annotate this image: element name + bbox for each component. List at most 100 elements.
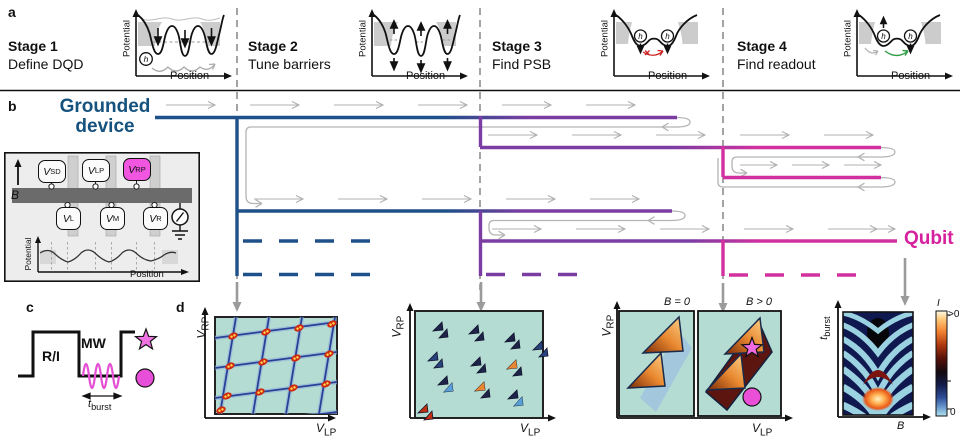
ground-state-circle-icon [742, 387, 762, 407]
excited-state-star-icon [740, 335, 764, 358]
stage4-title: Stage 4 [737, 38, 787, 54]
d1-y-axis-label: VRP [194, 316, 212, 339]
stage3-y-axis-label: Potential [599, 20, 611, 57]
load-arrow [864, 47, 879, 56]
gate-vlp-sub: LP [94, 165, 105, 175]
pulse-waveform [18, 330, 135, 378]
grounded-device-line1: Grounded [59, 96, 151, 117]
panel-a-label: a [8, 4, 16, 20]
hole-marker [660, 29, 675, 43]
stage1-subtitle: Define DQD [8, 55, 84, 72]
blocked-tunnel-arrow [642, 49, 664, 56]
gate-vsd-base: V [43, 165, 51, 178]
spin-arrows [636, 43, 672, 55]
triple-point-spots [216, 320, 337, 414]
rabi-chevron-plot [834, 300, 951, 421]
gate-vm-base: V [105, 212, 113, 225]
gate-vsd: V SD [38, 160, 66, 183]
magnetic-field-label: B [11, 188, 20, 202]
hole-marker [139, 52, 153, 66]
stage4-potential-diagram: h h [853, 9, 953, 80]
stage1-header: Stage 1 Define DQD [8, 38, 83, 73]
grounded-device-label: Grounded device [55, 97, 155, 137]
svg-text:h: h [881, 32, 886, 41]
svg-text:h: h [908, 32, 913, 41]
stage4-header: Stage 4 Find readout [737, 38, 816, 73]
field-arrow [14, 159, 22, 185]
b-positive-panel-content [704, 316, 773, 412]
stage3-header: Stage 3 Find PSB [492, 38, 551, 73]
gate-vrp-highlighted: V RP [123, 158, 151, 181]
inset-potential-curve [39, 249, 177, 263]
ammeter-icon [171, 203, 189, 231]
barrier-tune-arrows [389, 19, 452, 74]
gate-vm-sub: M [112, 213, 120, 223]
burst-time-sub: burst [91, 402, 112, 413]
hole-marker [876, 29, 891, 43]
psb-diagram-stage3 [613, 301, 793, 422]
stability-diagram-stage1 [201, 307, 338, 422]
gate-vlp: V LP [82, 159, 110, 182]
colorbar [935, 310, 951, 417]
stage2-title: Stage 2 [248, 38, 298, 54]
colorbar-bottom-tick-label: 0 [950, 407, 956, 418]
stage2-y-axis-label: Potential [357, 20, 369, 57]
stage4-x-axis-label: Position [891, 70, 931, 82]
d2-x-axis-label: VLP [520, 421, 541, 439]
gate-vr-base: V [149, 212, 157, 225]
stage3-potential-diagram: h h [610, 9, 710, 80]
ground-icon [172, 230, 188, 240]
stage4-y-axis-label: Potential [842, 20, 854, 57]
gate-vrp-sub: RP [135, 164, 146, 174]
allowed-tunnel-arrow [884, 49, 909, 57]
stage3-subtitle: Find PSB [492, 55, 552, 72]
pulse-sequence-diagram [18, 327, 159, 400]
panel-b-label: b [8, 98, 17, 114]
shuttle-swoosh-arrow [151, 63, 216, 72]
inset-potential-axes [35, 236, 189, 275]
bias-triangle-pairs [417, 321, 549, 421]
svg-text:h: h [638, 32, 643, 41]
stability-diagram-stage2 [406, 303, 556, 422]
stage3-title: Stage 3 [492, 38, 542, 54]
d3-left-title: B = 0 [664, 296, 690, 308]
colorbar-top-tick-label: >0 [948, 309, 960, 320]
stage2-potential-diagram [368, 9, 468, 80]
d2-y-axis-label: VRP [389, 315, 407, 338]
gate-vr-sub: R [156, 213, 162, 223]
excited-state-star-icon [133, 327, 159, 351]
honeycomb-lattice [215, 317, 337, 414]
stage4-subtitle: Find readout [737, 55, 816, 72]
svg-text:h: h [144, 54, 149, 64]
qubit-label: Qubit [904, 228, 954, 249]
gate-vsd-sub: SD [50, 166, 61, 176]
burst-time-base: t [88, 398, 92, 410]
stage1-potential-diagram: h [132, 9, 232, 80]
lead-shading-left [40, 250, 56, 264]
d3-x-axis-label: VLP [752, 421, 773, 439]
gate-vrp-base: V [128, 163, 136, 176]
inset-y-axis-label: Potential [23, 237, 33, 271]
stage2-header: Stage 2 Tune barriers [248, 38, 331, 73]
chevron-pattern [843, 312, 913, 415]
ground-state-circle-icon [135, 368, 155, 388]
fill-arrows [153, 28, 216, 49]
burst-time-label: tburst [88, 398, 111, 412]
stage2-subtitle: Tune barriers [248, 55, 331, 72]
hole-marker [903, 29, 918, 43]
panel-d-label: d [176, 299, 185, 315]
stage1-x-axis-label: Position [170, 70, 210, 82]
burst-duration-arrow [81, 392, 123, 400]
microwave-burst-wave [81, 362, 121, 390]
inset-x-axis-label: Position [130, 269, 164, 280]
panel-c-label: c [26, 299, 34, 315]
spin-arrows [879, 15, 915, 55]
gate-vlp-base: V [87, 164, 95, 177]
b-zero-panel-content [626, 315, 692, 412]
flow-direction-arrows [165, 100, 896, 234]
reset-init-label: R/I [42, 348, 60, 364]
gate-vl-base: V [62, 212, 70, 225]
